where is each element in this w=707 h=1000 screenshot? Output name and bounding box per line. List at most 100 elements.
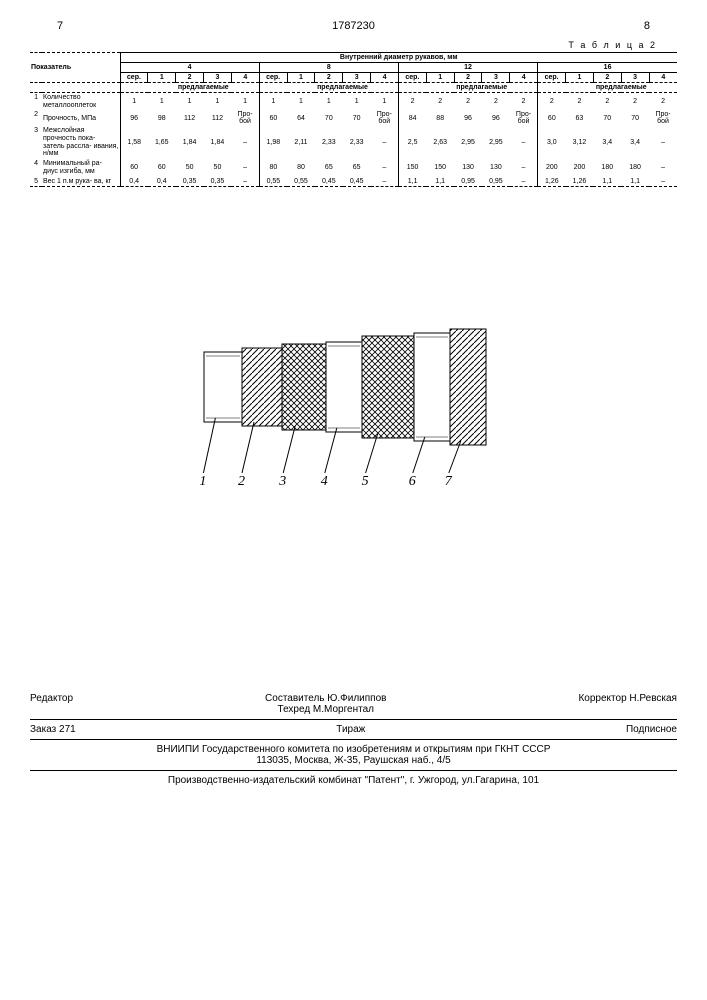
cell: –: [510, 126, 538, 159]
cell: 96: [482, 110, 510, 126]
sub-header: 3: [621, 73, 649, 83]
cell: 3,4: [593, 126, 621, 159]
cell: 60: [120, 159, 148, 176]
techred: Техред М.Моргентал: [278, 704, 374, 715]
row-number: 1: [30, 93, 42, 111]
cell: 1: [231, 93, 259, 111]
cell: 0,4: [148, 177, 176, 187]
diagram-label: 1: [199, 474, 206, 489]
cell: 0,35: [204, 177, 232, 187]
cell: 200: [538, 159, 566, 176]
cell: –: [649, 177, 677, 187]
cell: 1,84: [176, 126, 204, 159]
cell: 70: [343, 110, 371, 126]
cell: 60: [538, 110, 566, 126]
diagram-label: 6: [408, 474, 415, 489]
cell: 64: [287, 110, 315, 126]
printer: Производственно-издательский комбинат "П…: [168, 775, 539, 786]
data-table: Показатель Внутренний диаметр рукавов, м…: [30, 52, 677, 187]
cell: 1,1: [593, 177, 621, 187]
cell: 2,33: [343, 126, 371, 159]
hose-diagram: 1234567: [174, 307, 534, 507]
cell: –: [510, 177, 538, 187]
cell: –: [510, 159, 538, 176]
org: ВНИИПИ Государственного комитета по изоб…: [157, 744, 551, 755]
cell: 60: [148, 159, 176, 176]
corrector: Корректор Н.Ревская: [578, 693, 677, 715]
sub-header: сер.: [398, 73, 426, 83]
sub-header: 2: [454, 73, 482, 83]
sub-caption: предлагаемые: [287, 83, 398, 93]
address: 113035, Москва, Ж-35, Раушская наб., 4/5: [256, 755, 450, 766]
doc-number: 1787230: [332, 20, 375, 32]
cell: 65: [315, 159, 343, 176]
cell: 130: [454, 159, 482, 176]
cell: 80: [287, 159, 315, 176]
sub-header: 4: [231, 73, 259, 83]
cell: 0,95: [482, 177, 510, 187]
cell: 112: [176, 110, 204, 126]
sub-header: сер.: [259, 73, 287, 83]
cell: 0,45: [343, 177, 371, 187]
cell: 50: [204, 159, 232, 176]
cell: 2: [398, 93, 426, 111]
cell: 0,45: [315, 177, 343, 187]
cell: Про- бой: [510, 110, 538, 126]
row-number: 2: [30, 110, 42, 126]
compiler: Составитель Ю.Филиппов: [265, 693, 386, 704]
cell: 1,1: [426, 177, 454, 187]
table-row: 3Межслойная прочность пока- затель рассл…: [30, 126, 677, 159]
cell: –: [371, 159, 399, 176]
cell: 2: [593, 93, 621, 111]
cell: –: [649, 126, 677, 159]
row-label: Количество металлооплеток: [42, 93, 120, 111]
cell: 65: [343, 159, 371, 176]
cell: 1: [259, 93, 287, 111]
cell: 3,0: [538, 126, 566, 159]
cell: 1,1: [621, 177, 649, 187]
sub-header: 3: [204, 73, 232, 83]
group-header: 12: [398, 63, 537, 73]
cell: 2,95: [482, 126, 510, 159]
cell: 2,11: [287, 126, 315, 159]
cell: 150: [426, 159, 454, 176]
diagram-label: 7: [444, 474, 452, 489]
diagram-label: 4: [320, 474, 327, 489]
cell: 60: [259, 110, 287, 126]
cell: 0,35: [176, 177, 204, 187]
cell: –: [231, 126, 259, 159]
sub-header: 1: [148, 73, 176, 83]
cell: 2,63: [426, 126, 454, 159]
table-row: 5Вес 1 п.м рука- ва, кг0,40,40,350,35–0,…: [30, 177, 677, 187]
cell: 1: [120, 93, 148, 111]
table-row: 4Минимальный ра- диус изгиба, мм60605050…: [30, 159, 677, 176]
cell: 1,65: [148, 126, 176, 159]
row-label: Минимальный ра- диус изгиба, мм: [42, 159, 120, 176]
group-header: 16: [538, 63, 677, 73]
cell: 150: [398, 159, 426, 176]
cell: 3,4: [621, 126, 649, 159]
cell: 80: [259, 159, 287, 176]
cell: –: [649, 159, 677, 176]
cell: 1,84: [204, 126, 232, 159]
row-number: 5: [30, 177, 42, 187]
cell: 2: [454, 93, 482, 111]
cell: 70: [621, 110, 649, 126]
cell: 200: [566, 159, 594, 176]
cell: 180: [593, 159, 621, 176]
cell: 1: [315, 93, 343, 111]
cell: –: [231, 177, 259, 187]
row-number: 3: [30, 126, 42, 159]
cell: 180: [621, 159, 649, 176]
sub-header: 1: [566, 73, 594, 83]
cell: 2: [482, 93, 510, 111]
table-row: 1Количество металлооплеток11111111112222…: [30, 93, 677, 111]
cell: 2: [649, 93, 677, 111]
subscription: Подписное: [626, 724, 677, 735]
row-label: Вес 1 п.м рука- ва, кг: [42, 177, 120, 187]
editor-label: Редактор: [30, 693, 73, 715]
cell: 2: [538, 93, 566, 111]
row-label: Прочность, МПа: [42, 110, 120, 126]
cell: Про- бой: [231, 110, 259, 126]
sub-header: сер.: [120, 73, 148, 83]
